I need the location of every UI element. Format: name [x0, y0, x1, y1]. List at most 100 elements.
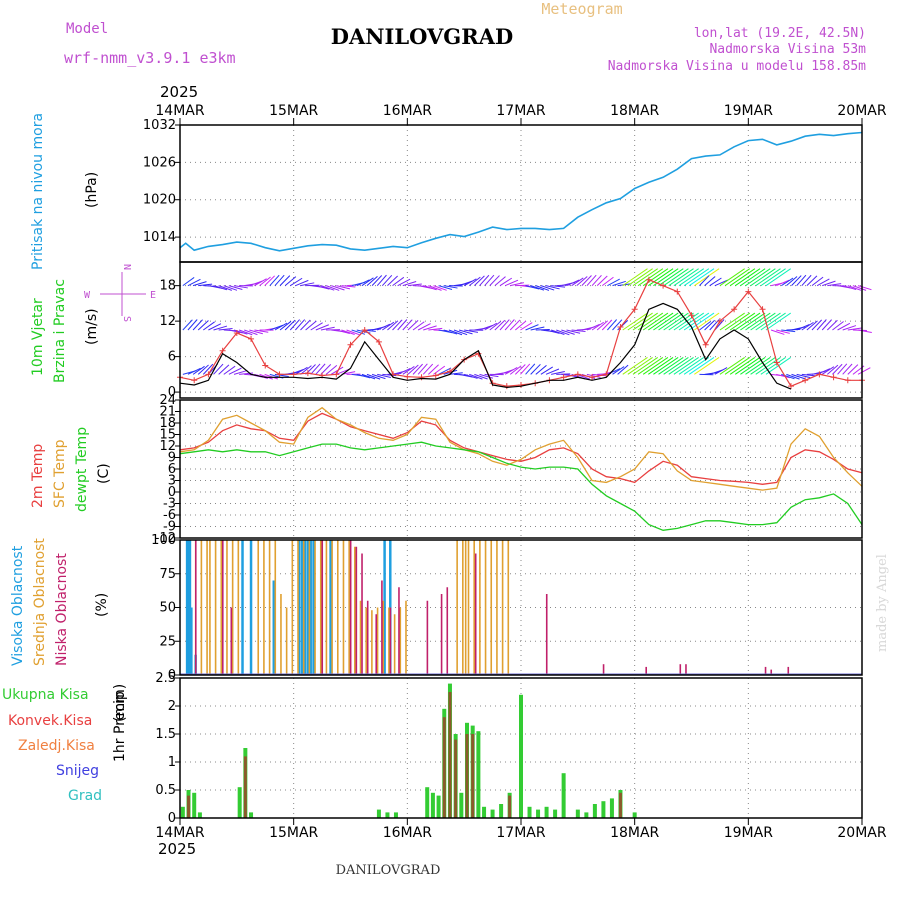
wind-arrow [719, 312, 745, 331]
wind-arrow [474, 373, 488, 380]
wind-arrow [540, 285, 555, 291]
precip-conv-bar [508, 795, 512, 818]
legend-freezing: Zaledj.Kisa [18, 738, 95, 754]
top-year: 2025 [160, 83, 198, 101]
precip-unit: (mm) [112, 684, 128, 722]
wind-arrow [745, 312, 771, 331]
wind-arrow [811, 319, 823, 331]
wind-arrow [632, 268, 659, 287]
precip-conv-bar [465, 734, 469, 818]
temperature-grid [175, 399, 862, 539]
wind-arrow [182, 319, 193, 331]
precip-tick-label: 2.5 [155, 671, 176, 686]
wind-arrow [336, 368, 350, 375]
wind-arrow [821, 319, 832, 331]
wind-arrow [422, 363, 434, 375]
wind-arrow [192, 365, 205, 375]
wind-arrow [438, 367, 452, 375]
compass-n-label: N [121, 264, 132, 270]
wind-arrow [842, 363, 853, 375]
precip-total-bar [459, 792, 464, 818]
wind-arrow [627, 356, 653, 375]
wind-arrow [510, 282, 524, 287]
wind-arrow [341, 329, 355, 335]
wind-arrow [504, 319, 515, 331]
wind-arrow [750, 312, 776, 331]
wind-arrow [192, 319, 203, 331]
wind-speed-point [688, 312, 695, 319]
wind-arrow [821, 366, 835, 375]
wind-arrow [489, 275, 500, 286]
wind-arrow [847, 364, 859, 375]
temp-sfc-line [179, 406, 863, 491]
wind-arrow [704, 319, 715, 331]
wind-arrow [458, 329, 473, 335]
precip-tick-label: 1 [168, 755, 176, 770]
wind-arrow [622, 312, 648, 331]
precip-total-bar [197, 812, 202, 818]
wind-arrow [857, 329, 872, 333]
wind-arrow [801, 321, 814, 331]
wind-speed-point [503, 383, 510, 390]
wind-arrow [269, 324, 284, 331]
wind-arrow [683, 312, 710, 331]
wind-arrow [274, 274, 285, 286]
compass-w-label: W [84, 290, 91, 301]
wind-arrow [847, 327, 862, 331]
wind-speed-point [276, 371, 283, 378]
wind-arrow [551, 370, 565, 375]
wind-arrow [387, 320, 399, 331]
wind-arrow [576, 276, 588, 287]
clouds-grid [175, 539, 862, 676]
wind-arrow [208, 323, 222, 331]
wind-arrow [806, 275, 818, 287]
top-day-axis: 14MAR 15MAR 16MAR 17MAR 18MAR 19MAR 20MA… [155, 103, 886, 119]
wind-arrow [714, 367, 728, 375]
wind-arrow [494, 276, 506, 287]
wind-speed-point [802, 377, 809, 384]
pressure-tick-label: 1026 [143, 155, 176, 170]
wind-arrow [632, 356, 659, 375]
wind-arrow [284, 319, 296, 331]
wind-arrow [520, 322, 533, 331]
wind-arrow [653, 312, 679, 331]
wind-arrow [571, 277, 584, 287]
wind-arrow [607, 278, 620, 287]
wind-arrow [197, 364, 209, 375]
wind-arrow [673, 268, 699, 287]
wind-arrow [755, 312, 781, 331]
clouds-frame [179, 539, 863, 676]
wind-arrow [504, 367, 518, 375]
wind-arrow [525, 363, 536, 375]
temp-tick-label: 12 [159, 439, 176, 454]
top-day-label: 19MAR [724, 103, 773, 119]
wind-arrow [642, 356, 669, 375]
wind-arrow [274, 322, 288, 331]
wind-arrow [668, 356, 694, 375]
wind-speed-point [603, 371, 610, 378]
wind-arrow [417, 363, 428, 375]
wind-arrow [310, 363, 321, 375]
wind-arrow [740, 268, 766, 287]
wind-arrow [484, 322, 498, 331]
wind-arrow [658, 356, 684, 375]
wind-arrow [842, 325, 857, 331]
wind-arrow [591, 373, 607, 377]
wind-arrow [423, 325, 437, 331]
wind-arrow [300, 282, 315, 287]
wind-arrow [218, 364, 230, 375]
plot-area [175, 118, 872, 825]
wind-arrow [443, 329, 458, 335]
wind-arrow [509, 365, 522, 375]
wind-arrow [417, 323, 431, 331]
top-day-label: 16MAR [383, 103, 432, 119]
wind-speed-point [702, 341, 709, 348]
wind-arrow [591, 274, 602, 286]
elevation-label: Nadmorska Visina 53m [709, 42, 866, 57]
wind-arrow [514, 320, 527, 331]
wind-arrow [765, 312, 791, 331]
wind-arrow [663, 268, 689, 287]
wind-speed-point [205, 371, 212, 378]
wind-arrow [264, 275, 276, 287]
wind-arrow [837, 363, 848, 375]
